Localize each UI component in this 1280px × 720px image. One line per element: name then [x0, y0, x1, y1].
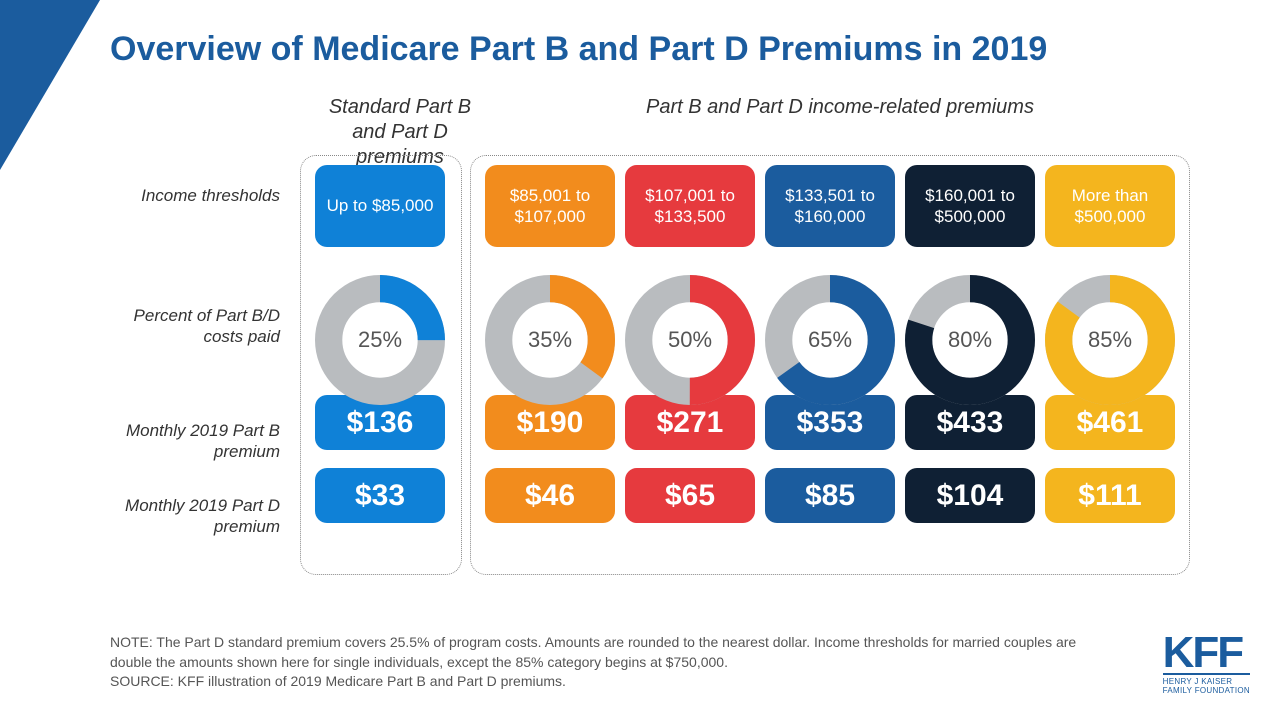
donut-percent-label: 25%: [358, 327, 402, 353]
donut-chart: 65%: [765, 275, 895, 405]
part-d-premium: $85: [765, 468, 895, 523]
threshold-tile: $85,001 to $107,000: [485, 165, 615, 247]
footnote: NOTE: The Part D standard premium covers…: [110, 633, 1110, 692]
section-header-income: Part B and Part D income-related premium…: [600, 95, 1080, 120]
donut-chart: 80%: [905, 275, 1035, 405]
row-label-percent: Percent of Part B/D costs paid: [120, 305, 280, 348]
threshold-tile: $133,501 to $160,000: [765, 165, 895, 247]
donut-percent-label: 85%: [1088, 327, 1132, 353]
donut-chart: 35%: [485, 275, 615, 405]
part-d-premium: $65: [625, 468, 755, 523]
footnote-source: SOURCE: KFF illustration of 2019 Medicar…: [110, 672, 1110, 692]
donut-chart: 25%: [315, 275, 445, 405]
logo-main: KFF: [1163, 633, 1250, 673]
logo-sub2: FAMILY FOUNDATION: [1163, 686, 1250, 695]
threshold-tile: More than $500,000: [1045, 165, 1175, 247]
donut-chart: 50%: [625, 275, 755, 405]
donut-chart: 85%: [1045, 275, 1175, 405]
part-d-premium: $104: [905, 468, 1035, 523]
donut-percent-label: 50%: [668, 327, 712, 353]
row-label-part-d: Monthly 2019 Part D premium: [120, 495, 280, 538]
kff-logo: KFF HENRY J KAISER FAMILY FOUNDATION: [1163, 633, 1250, 695]
footnote-note: NOTE: The Part D standard premium covers…: [110, 633, 1110, 672]
part-d-premium: $46: [485, 468, 615, 523]
part-d-premium: $33: [315, 468, 445, 523]
threshold-tile: Up to $85,000: [315, 165, 445, 247]
row-label-part-b: Monthly 2019 Part B premium: [120, 420, 280, 463]
threshold-tile: $107,001 to $133,500: [625, 165, 755, 247]
threshold-tile: $160,001 to $500,000: [905, 165, 1035, 247]
donut-percent-label: 35%: [528, 327, 572, 353]
page-title: Overview of Medicare Part B and Part D P…: [110, 30, 1047, 69]
donut-percent-label: 80%: [948, 327, 992, 353]
donut-percent-label: 65%: [808, 327, 852, 353]
part-d-premium: $111: [1045, 468, 1175, 523]
row-label-threshold: Income thresholds: [120, 185, 280, 206]
corner-accent: [0, 0, 100, 170]
